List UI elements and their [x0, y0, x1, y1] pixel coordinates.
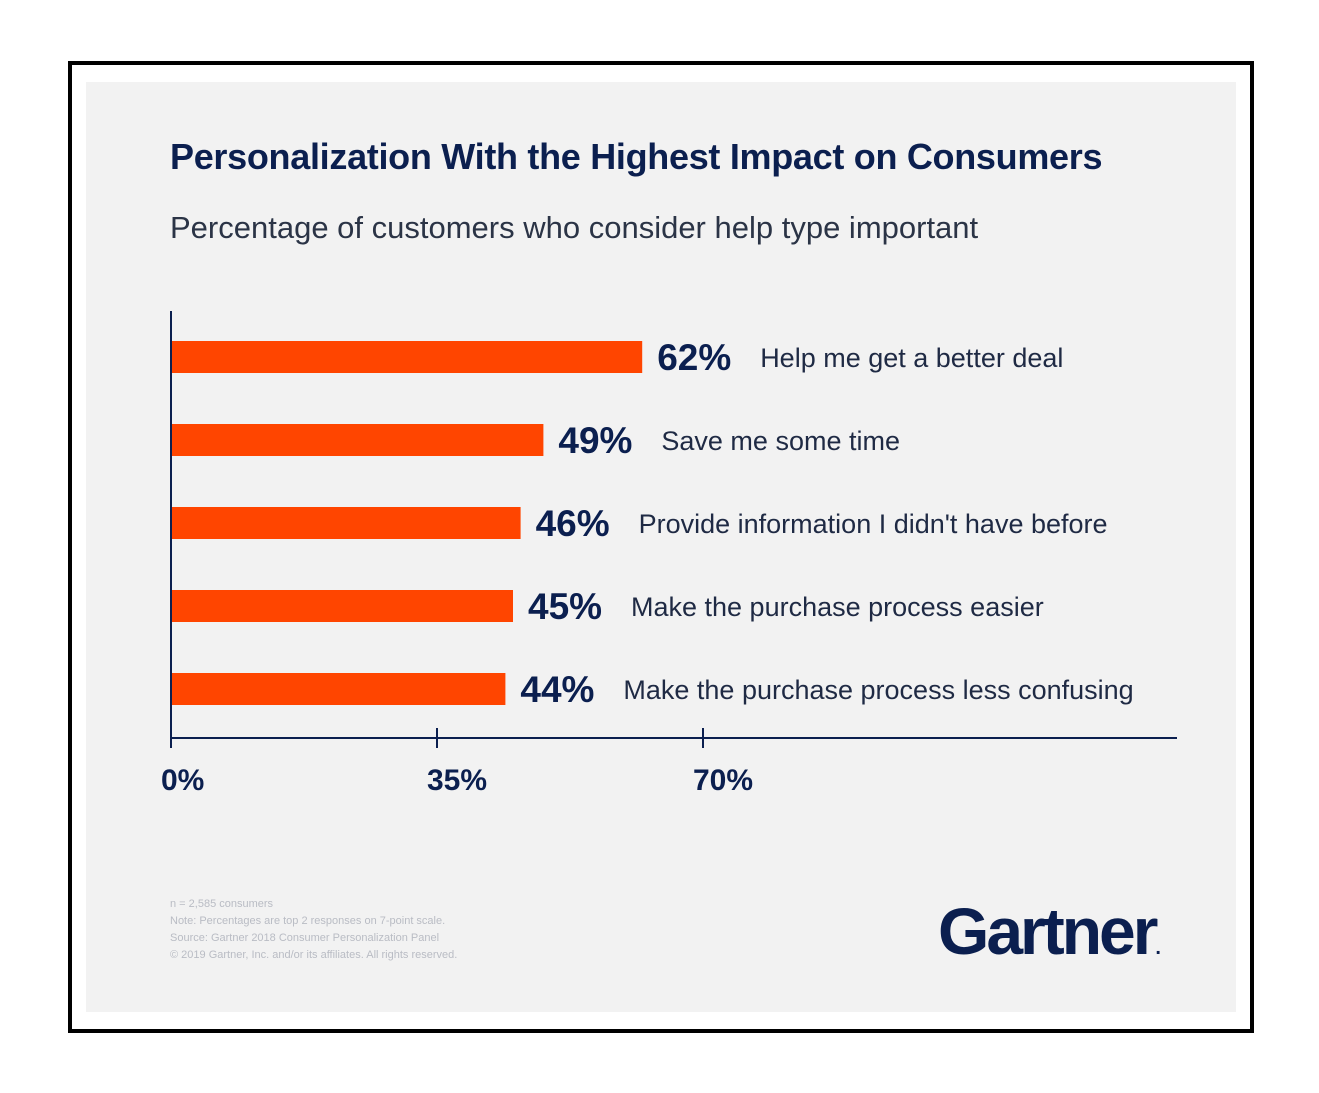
category-label-1: Help me get a better deal — [760, 343, 1063, 373]
bar-value-label-5: 44% — [520, 669, 594, 710]
chart-panel — [86, 82, 1236, 1012]
axis-layer: 0% 35% 70% — [161, 311, 1177, 797]
bar-value-label-2: 49% — [558, 420, 632, 461]
category-label-4: Make the purchase process easier — [631, 592, 1044, 622]
category-label-5: Make the purchase process less confusing — [623, 675, 1133, 705]
logo-mark: . — [1155, 937, 1161, 959]
chart-title: Personalization With the Highest Impact … — [170, 136, 1103, 177]
footnote-sample-size: n = 2,585 consumers — [170, 898, 274, 910]
bar-3 — [171, 507, 521, 539]
x-tick-label-3: 70% — [693, 764, 753, 797]
bar-5 — [171, 673, 506, 705]
footnote-block: n = 2,585 consumers Note: Percentages ar… — [170, 896, 457, 964]
footnote-source: Source: Gartner 2018 Consumer Personaliz… — [170, 932, 440, 944]
chart-subtitle: Percentage of customers who consider hel… — [170, 210, 979, 245]
x-tick-label-1: 0% — [161, 764, 204, 797]
bar-value-label-1: 62% — [657, 337, 731, 378]
x-tick-label-2: 35% — [427, 764, 487, 797]
bar-value-label-4: 45% — [528, 586, 602, 627]
category-label-2: Save me some time — [661, 426, 900, 456]
category-label-3: Provide information I didn't have before — [639, 509, 1108, 539]
gartner-logo: Gartner. — [938, 893, 1161, 969]
logo-text: Gartner — [938, 894, 1158, 968]
bar-value-label-3: 46% — [536, 503, 610, 544]
bar-1 — [171, 341, 643, 373]
bars-layer: 62% Help me get a better deal 49% Save me s… — [171, 337, 1134, 710]
footnote-note: Note: Percentages are top 2 responses on… — [170, 915, 446, 927]
bar-4 — [171, 590, 513, 622]
bar-2 — [171, 424, 544, 456]
footnote-copyright: © 2019 Gartner, Inc. and/or its affiliat… — [170, 949, 458, 961]
